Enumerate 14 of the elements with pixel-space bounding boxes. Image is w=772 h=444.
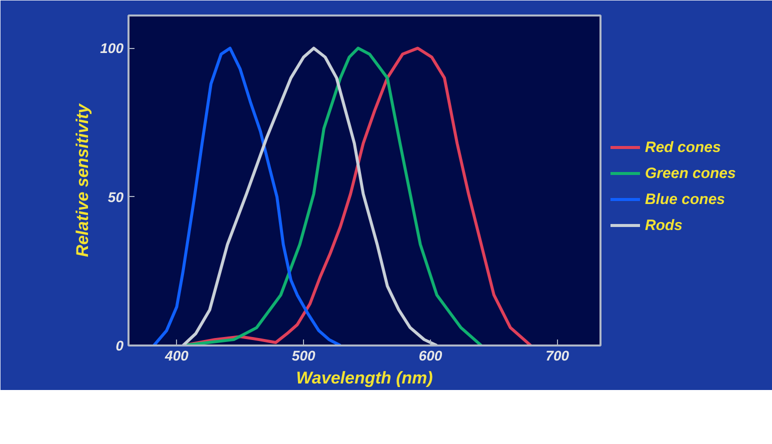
y-axis-title: Relative sensitivity [73,102,92,258]
line-series [152,46,342,346]
legend-label: Red cones [645,138,721,156]
y-tick-label: 100 [100,40,124,56]
x-tick-label: 400 [164,348,189,364]
x-tick-label: 700 [546,348,570,364]
legend-label: Rods [645,216,682,234]
x-tick-label: 600 [418,348,442,364]
x-tick-label: 500 [292,348,316,364]
legend-label: Green cones [645,164,736,182]
legend-label: Blue cones [645,190,726,208]
x-axis-title: Wavelength (nm) [296,368,434,388]
y-tick-label: 50 [108,188,124,205]
y-tick-label: 0 [116,338,124,354]
